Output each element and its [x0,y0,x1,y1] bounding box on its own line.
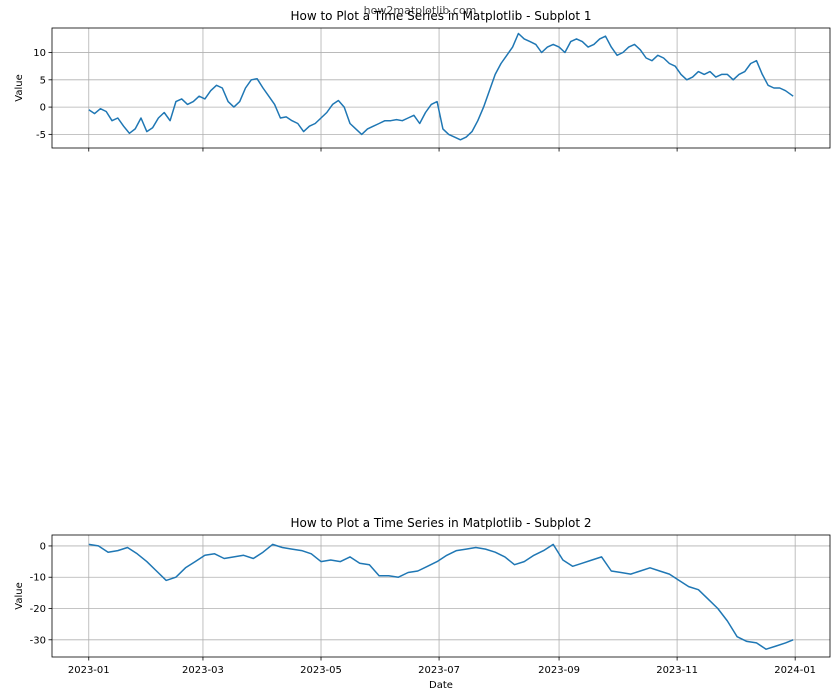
x-tick-label: 2023-07 [418,665,460,676]
x-tick-label: 2024-01 [774,665,816,676]
plot-area [52,28,830,148]
y-tick-label: 10 [33,48,46,59]
x-tick-label: 2023-01 [68,665,110,676]
subplot-title: How to Plot a Time Series in Matplotlib … [290,9,591,23]
subplot-title: How to Plot a Time Series in Matplotlib … [290,516,591,530]
y-tick-label: -20 [30,604,46,615]
axes-frame [51,27,831,149]
watermark: how2matplotlib.com [364,4,477,17]
y-axis-label: Value [14,582,25,609]
series-line [88,32,794,141]
x-tick-label: 2023-03 [182,665,224,676]
x-tick-label: 2023-05 [300,665,342,676]
x-tick-label: 2023-09 [538,665,580,676]
y-axis-label: Value [14,74,25,101]
y-tick-label: -5 [36,130,46,141]
y-tick-label: -30 [30,635,46,646]
x-tick-label: 2023-11 [656,665,698,676]
plot-area [52,535,830,657]
axes-frame [51,534,831,658]
subplot-1: -5 0 5 10 How to Plot a Time Series in Matpl… [14,9,831,152]
subplot-2: 2023-01 2023-03 2023-05 2023-07 2023-09 2023-… [14,516,831,691]
series-line [88,543,794,650]
y-tick-label: -10 [30,573,46,584]
y-tick-label: 0 [40,103,46,114]
y-tick-label: 5 [40,75,46,86]
y-tick-label: 0 [40,541,46,552]
x-axis-label: Date [429,680,453,691]
